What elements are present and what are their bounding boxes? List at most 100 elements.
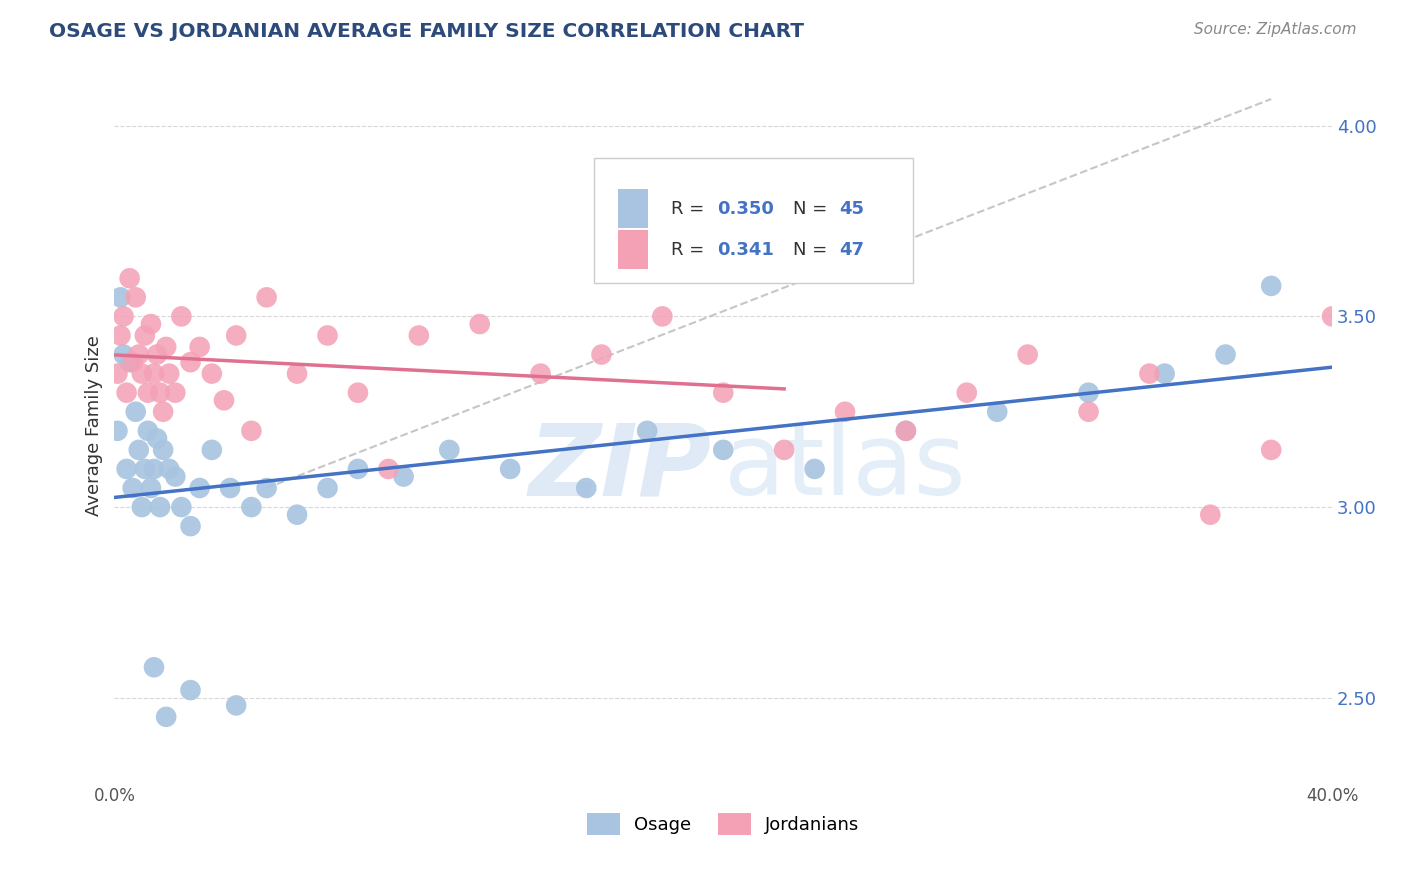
Point — [146, 347, 169, 361]
Point — [1077, 405, 1099, 419]
Text: 0.341: 0.341 — [717, 241, 773, 259]
Point — [1153, 367, 1175, 381]
Point — [180, 683, 202, 698]
Point — [155, 710, 177, 724]
Point — [316, 328, 339, 343]
Point — [115, 462, 138, 476]
Point — [180, 355, 202, 369]
Point — [143, 462, 166, 476]
Point — [1077, 385, 1099, 400]
Point — [468, 317, 491, 331]
Point — [529, 367, 551, 381]
Point — [107, 424, 129, 438]
Point — [225, 698, 247, 713]
Point — [152, 405, 174, 419]
Point — [240, 424, 263, 438]
Text: N =: N = — [793, 200, 827, 218]
Point — [408, 328, 430, 343]
Point — [285, 508, 308, 522]
Point — [894, 424, 917, 438]
Point — [1320, 310, 1343, 324]
Point — [128, 442, 150, 457]
Point — [165, 385, 187, 400]
Text: R =: R = — [671, 241, 704, 259]
Point — [188, 481, 211, 495]
Point — [285, 367, 308, 381]
Point — [651, 310, 673, 324]
Point — [125, 290, 148, 304]
Text: OSAGE VS JORDANIAN AVERAGE FAMILY SIZE CORRELATION CHART: OSAGE VS JORDANIAN AVERAGE FAMILY SIZE C… — [49, 22, 804, 41]
Text: N =: N = — [793, 241, 827, 259]
Text: Source: ZipAtlas.com: Source: ZipAtlas.com — [1194, 22, 1357, 37]
Point — [1017, 347, 1039, 361]
Point — [139, 481, 162, 495]
Point — [377, 462, 399, 476]
Point — [1215, 347, 1237, 361]
Point — [143, 367, 166, 381]
Point — [894, 424, 917, 438]
Point — [256, 290, 278, 304]
Point — [170, 310, 193, 324]
Point — [118, 355, 141, 369]
Point — [139, 317, 162, 331]
Point — [347, 385, 370, 400]
Point — [636, 424, 658, 438]
Point — [1260, 442, 1282, 457]
Point — [986, 405, 1008, 419]
Point — [212, 393, 235, 408]
Point — [155, 340, 177, 354]
Point — [392, 469, 415, 483]
Point — [773, 442, 796, 457]
Text: ZIP: ZIP — [529, 419, 711, 516]
Point — [131, 367, 153, 381]
Point — [136, 385, 159, 400]
Point — [201, 367, 224, 381]
Point — [146, 432, 169, 446]
Point — [591, 347, 613, 361]
Text: R =: R = — [671, 200, 704, 218]
Text: 0.350: 0.350 — [717, 200, 773, 218]
Text: atlas: atlas — [724, 419, 966, 516]
Point — [803, 462, 825, 476]
Point — [834, 405, 856, 419]
Point — [180, 519, 202, 533]
Point — [118, 271, 141, 285]
Point — [112, 310, 135, 324]
Point — [225, 328, 247, 343]
Point — [149, 385, 172, 400]
Point — [157, 462, 180, 476]
Point — [121, 481, 143, 495]
Point — [201, 442, 224, 457]
Point — [1199, 508, 1222, 522]
Point — [1139, 367, 1161, 381]
Y-axis label: Average Family Size: Average Family Size — [86, 334, 103, 516]
Point — [165, 469, 187, 483]
Point — [575, 481, 598, 495]
Point — [136, 424, 159, 438]
Point — [149, 500, 172, 514]
Point — [125, 405, 148, 419]
Point — [170, 500, 193, 514]
Point — [110, 290, 132, 304]
Point — [121, 355, 143, 369]
Point — [134, 328, 156, 343]
Point — [134, 462, 156, 476]
Legend: Osage, Jordanians: Osage, Jordanians — [578, 804, 869, 844]
Point — [711, 442, 734, 457]
Point — [115, 385, 138, 400]
Point — [152, 442, 174, 457]
Point — [499, 462, 522, 476]
Point — [128, 347, 150, 361]
Point — [1260, 279, 1282, 293]
Point — [439, 442, 461, 457]
Point — [112, 347, 135, 361]
Point — [188, 340, 211, 354]
Point — [711, 385, 734, 400]
Point — [240, 500, 263, 514]
Text: 47: 47 — [839, 241, 863, 259]
Point — [956, 385, 979, 400]
Point — [107, 367, 129, 381]
Point — [131, 500, 153, 514]
Point — [110, 328, 132, 343]
Point — [347, 462, 370, 476]
